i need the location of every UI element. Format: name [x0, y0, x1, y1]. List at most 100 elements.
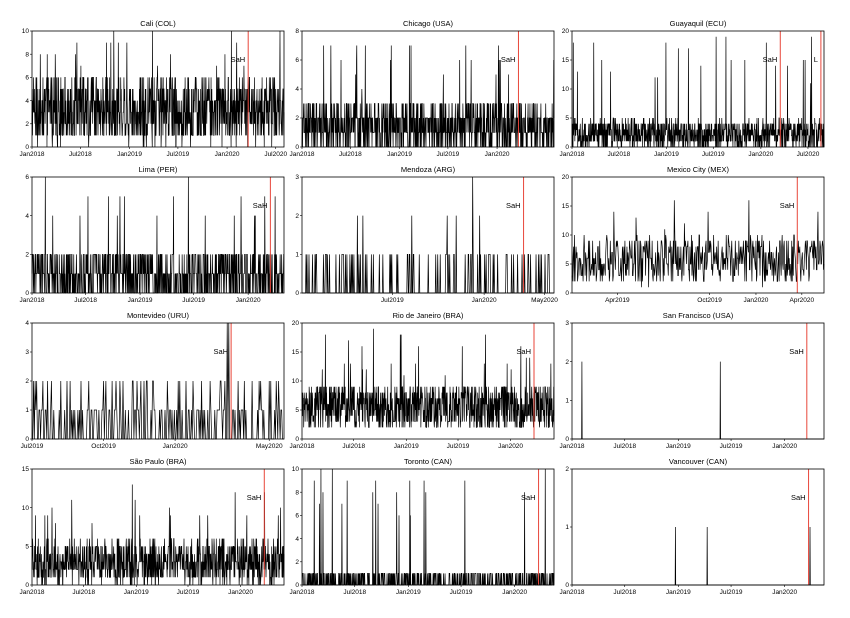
x-tick-label: Apr2020	[790, 297, 815, 304]
y-tick-label: 10	[22, 28, 30, 35]
x-tick-label: Jan2020	[502, 589, 527, 596]
y-tick-label: 0	[295, 144, 299, 151]
panel-title: Lima (PER)	[139, 165, 178, 174]
x-tick-label: Jul2018	[613, 443, 636, 450]
y-tick-label: 0	[295, 582, 299, 589]
series-line	[32, 322, 284, 440]
panel-1: Chicago (USA) SaH 0 2 4 6 8 Jan2018 Jul2018 Jan20…	[290, 19, 555, 158]
y-tick-label: 8	[25, 51, 29, 58]
x-tick-label: Jan2020	[748, 151, 773, 158]
x-tick-label: Jan2020	[772, 589, 797, 596]
panel-10: Toronto (CAN) SaH 0 2 4 6 8 10 Jan2018 Jul2018 Jan…	[290, 457, 555, 596]
panel-title: Mendoza (ARG)	[401, 165, 456, 174]
event-label: SaH	[231, 55, 246, 64]
x-tick-label: Jan2019	[654, 151, 679, 158]
x-tick-label: Jul2019	[381, 297, 404, 304]
x-tick-label: Jan2020	[498, 443, 523, 450]
y-tick-label: 8	[295, 489, 299, 496]
y-tick-label: 0	[295, 290, 299, 297]
x-tick-label: May2020	[256, 443, 283, 450]
x-tick-label: Jul2018	[74, 297, 97, 304]
event-label: SaH	[247, 493, 262, 502]
event-label: SaH	[789, 347, 804, 356]
y-tick-label: 0	[565, 436, 569, 443]
y-tick-label: 2	[25, 121, 29, 128]
event-label: SaH	[506, 201, 521, 210]
y-tick-label: 5	[565, 261, 569, 268]
x-tick-label: Jul2018	[339, 151, 362, 158]
x-tick-label: Jul2018	[342, 443, 365, 450]
y-tick-label: 0	[295, 436, 299, 443]
y-tick-label: 0	[25, 144, 29, 151]
panel-4: Mendoza (ARG) SaH 0 1 2 3 Jul2019 Jan2020 May202…	[295, 165, 558, 304]
panel-title: Cali (COL)	[140, 19, 176, 28]
y-tick-label: 5	[25, 544, 29, 551]
y-tick-label: 0	[25, 290, 29, 297]
event-label: SaH	[521, 493, 536, 502]
y-tick-label: 15	[22, 466, 30, 473]
y-tick-label: 2	[25, 252, 29, 259]
panel-title: San Francisco (USA)	[663, 311, 734, 320]
series-line	[571, 200, 825, 288]
x-tick-label: Jul2019	[167, 151, 190, 158]
series-line	[571, 36, 825, 148]
x-tick-label: Jan2019	[128, 297, 153, 304]
event-label: SaH	[516, 347, 531, 356]
x-tick-label: Apr2019	[605, 297, 630, 304]
panel-8: San Francisco (USA) SaH 0 1 2 3 Jan2018 Jul2018…	[560, 311, 825, 450]
y-tick-label: 2	[25, 378, 29, 385]
y-tick-label: 4	[295, 536, 299, 543]
x-tick-label: May2020	[531, 297, 558, 304]
y-tick-label: 6	[25, 75, 29, 82]
x-tick-label: Jul2019	[720, 443, 743, 450]
panel-title: Vancouver (CAN)	[669, 457, 728, 466]
y-tick-label: 15	[562, 57, 570, 64]
x-tick-label: Jul2019	[437, 151, 460, 158]
y-tick-label: 2	[295, 115, 299, 122]
x-tick-label: Jul2018	[607, 151, 630, 158]
series-line	[302, 176, 554, 294]
event-label: SaH	[214, 347, 229, 356]
y-tick-label: 3	[565, 320, 569, 327]
event-label: SaH	[501, 55, 516, 64]
panel-title: Toronto (CAN)	[404, 457, 452, 466]
y-tick-label: 20	[292, 320, 300, 327]
y-tick-label: 20	[562, 28, 570, 35]
x-tick-label: Jan2019	[117, 151, 142, 158]
x-tick-label: Jan2019	[387, 151, 412, 158]
series-line	[301, 45, 555, 148]
event-label: SaH	[780, 201, 795, 210]
y-tick-label: 15	[292, 349, 300, 356]
panel-title: Guayaquil (ECU)	[670, 19, 727, 28]
panel-title: Rio de Janeiro (BRA)	[393, 311, 464, 320]
y-tick-label: 3	[295, 174, 299, 181]
x-tick-label: Jul2018	[613, 589, 636, 596]
x-tick-label: Jan2019	[396, 589, 421, 596]
x-tick-label: Jan2020	[228, 589, 253, 596]
series-line	[301, 468, 555, 586]
panel-2: Guayaquil (ECU) SaH L 0 5 10 15 20 Jan2018 Jul201…	[560, 19, 825, 158]
x-tick-label: Jan2019	[666, 443, 691, 450]
series-line	[31, 30, 285, 148]
x-tick-label: Jan2018	[560, 151, 585, 158]
y-tick-label: 6	[295, 513, 299, 520]
x-tick-label: Jul2019	[182, 297, 205, 304]
x-tick-label: Jan2020	[236, 297, 261, 304]
y-tick-label: 4	[25, 213, 29, 220]
x-tick-label: Jul2019	[702, 151, 725, 158]
panel-9: São Paulo (BRA) SaH 0 5 10 15 Jan2018 Jul2018 Ja…	[20, 457, 285, 596]
panel-5: Mexico City (MEX) SaH 0 5 10 15 20 Apr2019 Oct20…	[562, 165, 825, 304]
y-tick-label: 2	[295, 559, 299, 566]
y-tick-label: 6	[25, 174, 29, 181]
y-tick-label: 2	[295, 213, 299, 220]
x-tick-label: Jan2018	[560, 443, 585, 450]
x-tick-label: Jul2018	[69, 151, 92, 158]
event-label: SaH	[253, 201, 268, 210]
panel-title: Montevideo (URU)	[127, 311, 190, 320]
y-tick-label: 0	[565, 144, 569, 151]
y-tick-label: 1	[25, 407, 29, 414]
x-tick-label: Jan2018	[290, 443, 315, 450]
series-line	[301, 328, 555, 428]
panel-7: Rio de Janeiro (BRA) SaH 0 5 10 15 20 Jan2018 Ju…	[290, 311, 555, 450]
y-tick-label: 1	[565, 398, 569, 405]
